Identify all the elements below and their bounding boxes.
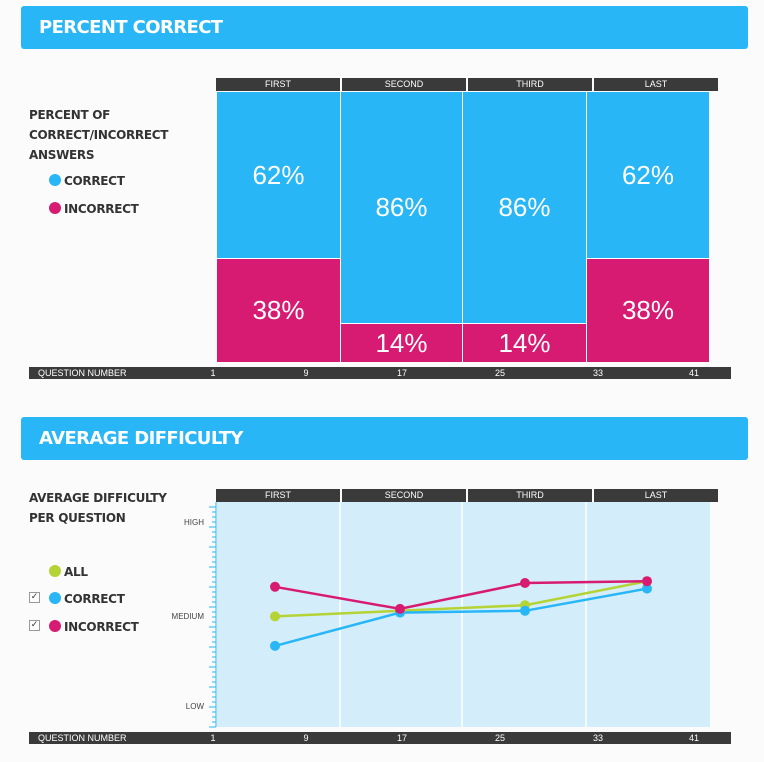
percent-x-tick: 1 <box>210 368 216 378</box>
percent-side-title-line-1: PERCENT OF <box>29 108 111 122</box>
difficulty-y-label-medium: MEDIUM <box>171 612 204 621</box>
percent-col-header-third: THIRD <box>468 78 592 91</box>
data-point-incorrect <box>395 603 405 614</box>
difficulty-col-header-last: LAST <box>594 489 718 502</box>
percent-x-axis-label: QUESTION NUMBER <box>38 368 127 378</box>
difficulty-line-chart <box>209 502 710 728</box>
bar-incorrect-first: 38% <box>217 259 340 362</box>
difficulty-legend-correct[interactable]: CORRECT <box>49 592 125 606</box>
difficulty-legend-incorrect[interactable]: INCORRECT <box>49 620 139 634</box>
data-point-incorrect <box>642 576 652 587</box>
percent-col-header-last: LAST <box>594 78 718 91</box>
percent-x-tick: 17 <box>396 368 408 378</box>
percent-x-tick: 25 <box>494 368 506 378</box>
data-point-correct <box>520 605 530 616</box>
difficulty-x-tick: 41 <box>688 733 700 743</box>
percent-legend-correct[interactable]: CORRECT <box>49 174 125 188</box>
percent-x-tick: 41 <box>688 368 700 378</box>
bar-correct-first: 62% <box>217 92 340 258</box>
incorrect-checkbox[interactable]: ✓ <box>29 620 40 631</box>
difficulty-x-tick: 17 <box>396 733 408 743</box>
percent-x-tick: 33 <box>592 368 604 378</box>
difficulty-side-title-line-1: AVERAGE DIFFICULTY <box>29 491 167 505</box>
bar-incorrect-second: 14% <box>341 324 462 362</box>
bar-incorrect-third: 14% <box>463 324 586 362</box>
difficulty-x-axis: QUESTION NUMBER 1 9 17 25 33 41 <box>29 732 731 744</box>
average-difficulty-title: AVERAGE DIFFICULTY <box>39 428 243 449</box>
difficulty-side-title-line-2: PER QUESTION <box>29 511 126 525</box>
percent-col-header-second: SECOND <box>342 78 466 91</box>
percent-legend-correct-label: CORRECT <box>64 174 125 188</box>
correct-dot-icon <box>49 174 61 186</box>
data-point-incorrect <box>520 578 530 588</box>
data-point-incorrect <box>270 581 280 592</box>
difficulty-side-title: AVERAGE DIFFICULTY PER QUESTION <box>29 488 167 528</box>
bar-correct-third: 86% <box>463 92 586 323</box>
percent-x-axis: QUESTION NUMBER 1 9 17 25 33 41 <box>29 367 731 379</box>
bar-correct-last: 62% <box>587 92 709 258</box>
difficulty-col-header-first: FIRST <box>216 489 340 502</box>
all-dot-icon <box>49 565 61 577</box>
difficulty-x-tick: 33 <box>592 733 604 743</box>
percent-col-header-first: FIRST <box>216 78 340 91</box>
correct-dot-icon <box>49 592 61 604</box>
incorrect-dot-icon <box>49 202 61 214</box>
percent-side-title-line-3: ANSWERS <box>29 148 95 162</box>
difficulty-col-header-third: THIRD <box>468 489 592 502</box>
difficulty-legend-all[interactable]: ALL <box>49 565 88 579</box>
difficulty-x-axis-label: QUESTION NUMBER <box>38 733 127 743</box>
average-difficulty-banner: AVERAGE DIFFICULTY <box>21 417 748 460</box>
percent-legend-incorrect[interactable]: INCORRECT <box>49 202 139 216</box>
percent-legend-incorrect-label: INCORRECT <box>64 202 139 216</box>
percent-side-title: PERCENT OF CORRECT/INCORRECT ANSWERS <box>29 105 168 165</box>
percent-stacked-chart: 62% 38% 86% 14% 86% 14% 62% 38% <box>217 92 709 362</box>
data-point-correct <box>642 583 652 594</box>
bar-correct-second: 86% <box>341 92 462 323</box>
difficulty-legend-incorrect-label: INCORRECT <box>64 620 139 634</box>
difficulty-legend-all-label: ALL <box>64 565 88 579</box>
correct-checkbox[interactable]: ✓ <box>29 592 40 603</box>
percent-x-tick: 9 <box>303 368 309 378</box>
series-line-correct <box>274 587 648 648</box>
difficulty-legend-correct-label: CORRECT <box>64 592 125 606</box>
difficulty-y-label-low: LOW <box>185 702 204 711</box>
difficulty-y-label-high: HIGH <box>184 518 204 527</box>
data-point-correct <box>270 640 280 651</box>
difficulty-x-tick: 25 <box>494 733 506 743</box>
series-line-all <box>274 579 648 618</box>
bar-incorrect-last: 38% <box>587 259 709 362</box>
difficulty-x-tick: 9 <box>303 733 309 743</box>
incorrect-dot-icon <box>49 620 61 632</box>
percent-correct-banner: PERCENT CORRECT <box>21 6 748 49</box>
difficulty-col-header-second: SECOND <box>342 489 466 502</box>
percent-side-title-line-2: CORRECT/INCORRECT <box>29 128 169 142</box>
series-line-incorrect <box>274 579 648 611</box>
difficulty-x-tick: 1 <box>210 733 216 743</box>
data-point-all <box>270 611 280 622</box>
percent-correct-title: PERCENT CORRECT <box>39 17 223 38</box>
